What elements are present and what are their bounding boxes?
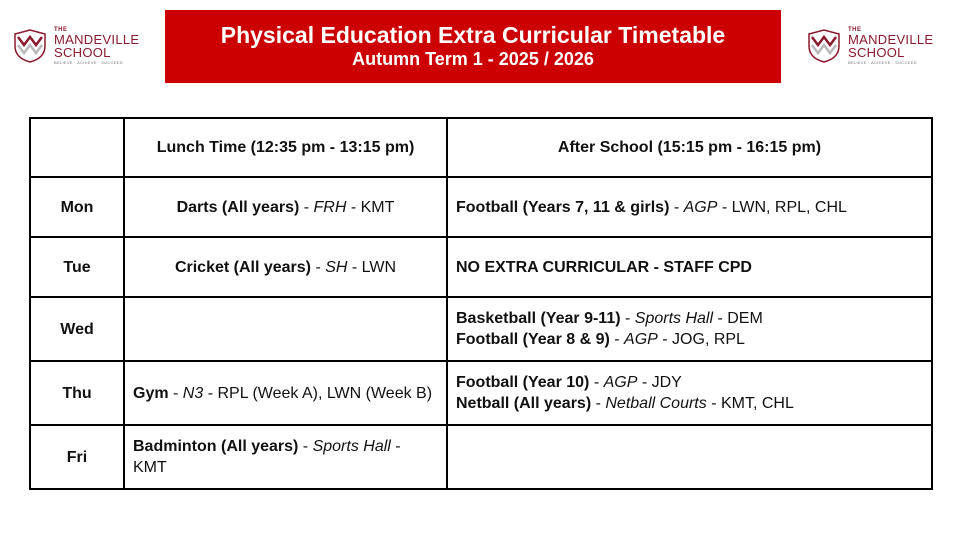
activity-location: AGP: [624, 331, 658, 348]
activity-staff: KMT, CHL: [720, 395, 794, 412]
title-banner: Physical Education Extra Curricular Time…: [165, 10, 781, 83]
separator: -: [713, 310, 728, 327]
separator: -: [311, 258, 326, 276]
separator: -: [637, 374, 652, 391]
separator: -: [620, 310, 635, 327]
lunch-cell-empty: [123, 296, 448, 362]
logo-name-line2: SCHOOL: [848, 45, 905, 60]
activity-staff: DEM: [727, 310, 763, 327]
logo-the-text: THE: [54, 27, 68, 33]
separator: -: [609, 331, 625, 348]
logo-tagline: BELIEVE · ACHIEVE · SUCCEED: [848, 60, 917, 65]
table-row: Tue Cricket (All years) - SH - LWN NO EX…: [29, 236, 933, 298]
lunch-cell: Badminton (All years) - Sports Hall - KM…: [123, 424, 448, 490]
separator: -: [390, 438, 401, 455]
school-logo-left: THE MANDEVILLE SCHOOL BELIEVE · ACHIEVE …: [12, 20, 139, 72]
activity-location: SH: [325, 258, 348, 276]
activity-staff: LWN, RPL, CHL: [731, 198, 847, 216]
timetable-header-row: Lunch Time (12:35 pm - 13:15 pm) After S…: [29, 117, 933, 178]
header-cell-after-school: After School (15:15 pm - 16:15 pm): [446, 117, 933, 178]
table-row: Mon Darts (All years) - FRH - KMT Footba…: [29, 176, 933, 238]
table-row: Thu Gym - N3 - RPL (Week A), LWN (Week B…: [29, 360, 933, 426]
no-activity-note: NO EXTRA CURRICULAR - STAFF CPD: [456, 258, 752, 276]
after-school-cell: Football (Years 7, 11 & girls) - AGP - L…: [446, 176, 933, 238]
activity-location: Sports Hall: [634, 310, 714, 327]
activity-name: Darts (All years): [176, 198, 300, 216]
logo-name-line1: MANDEVILLE: [848, 32, 934, 47]
separator: -: [717, 198, 732, 216]
timetable: Lunch Time (12:35 pm - 13:15 pm) After S…: [29, 117, 933, 490]
activity-location: Netball Courts: [605, 395, 707, 412]
after-school-cell-empty: [446, 424, 933, 490]
activity-location: N3: [182, 384, 204, 402]
activity-staff: JOG, RPL: [672, 331, 745, 348]
page-subtitle: Autumn Term 1 - 2025 / 2026: [352, 49, 594, 69]
logo-tagline: BELIEVE · ACHIEVE · SUCCEED: [54, 60, 123, 65]
separator: -: [657, 331, 673, 348]
separator: -: [669, 198, 684, 216]
after-school-cell: Basketball (Year 9-11) - Sports Hall - D…: [446, 296, 933, 362]
activity-location: Sports Hall: [312, 438, 391, 455]
school-logo-right: THE MANDEVILLE SCHOOL BELIEVE · ACHIEVE …: [806, 20, 933, 72]
table-row: Fri Badminton (All years) - Sports Hall …: [29, 424, 933, 490]
activity-name: Netball (All years): [456, 395, 592, 412]
logo-name-line2: SCHOOL: [54, 45, 111, 60]
activity-location: AGP: [683, 198, 718, 216]
activity-name: Football (Year 8 & 9): [456, 331, 610, 348]
table-row: Wed Basketball (Year 9-11) - Sports Hall…: [29, 296, 933, 362]
activity-staff: LWN: [361, 258, 397, 276]
separator: -: [591, 395, 606, 412]
header-cell-day: [29, 117, 125, 178]
day-cell: Mon: [29, 176, 125, 238]
logo-name-line1: MANDEVILLE: [54, 32, 140, 47]
activity-name: Gym: [133, 384, 169, 402]
separator: -: [589, 374, 604, 391]
separator: -: [706, 395, 721, 412]
activity-name: Football (Year 10): [456, 374, 590, 391]
activity-staff: KMT: [133, 459, 167, 476]
separator: -: [347, 258, 362, 276]
day-cell: Wed: [29, 296, 125, 362]
activity-name: Badminton (All years): [133, 438, 299, 455]
activity-staff: JDY: [651, 374, 682, 391]
activity-location: AGP: [603, 374, 638, 391]
activity-staff: KMT: [360, 198, 395, 216]
school-crest-icon: [14, 29, 46, 63]
separator: -: [168, 384, 183, 402]
activity-name: Cricket (All years): [174, 258, 311, 276]
separator: -: [346, 198, 361, 216]
logo-the-text: THE: [848, 27, 862, 33]
day-cell: Tue: [29, 236, 125, 298]
activity-name: Basketball (Year 9-11): [456, 310, 621, 327]
school-crest-icon: [808, 29, 840, 63]
day-cell: Thu: [29, 360, 125, 426]
lunch-cell: Cricket (All years) - SH - LWN: [123, 236, 448, 298]
after-school-cell: Football (Year 10) - AGP - JDY Netball (…: [446, 360, 933, 426]
after-school-cell: NO EXTRA CURRICULAR - STAFF CPD: [446, 236, 933, 298]
lunch-cell: Gym - N3 - RPL (Week A), LWN (Week B): [123, 360, 448, 426]
separator: -: [299, 198, 314, 216]
lunch-cell: Darts (All years) - FRH - KMT: [123, 176, 448, 238]
activity-name: Football (Years 7, 11 & girls): [456, 198, 670, 216]
activity-staff: RPL (Week A), LWN (Week B): [217, 384, 433, 402]
activity-location: FRH: [313, 198, 347, 216]
separator: -: [203, 384, 218, 402]
header-cell-lunch: Lunch Time (12:35 pm - 13:15 pm): [123, 117, 448, 178]
day-cell: Fri: [29, 424, 125, 490]
separator: -: [298, 438, 313, 455]
page-title: Physical Education Extra Curricular Time…: [220, 22, 726, 48]
